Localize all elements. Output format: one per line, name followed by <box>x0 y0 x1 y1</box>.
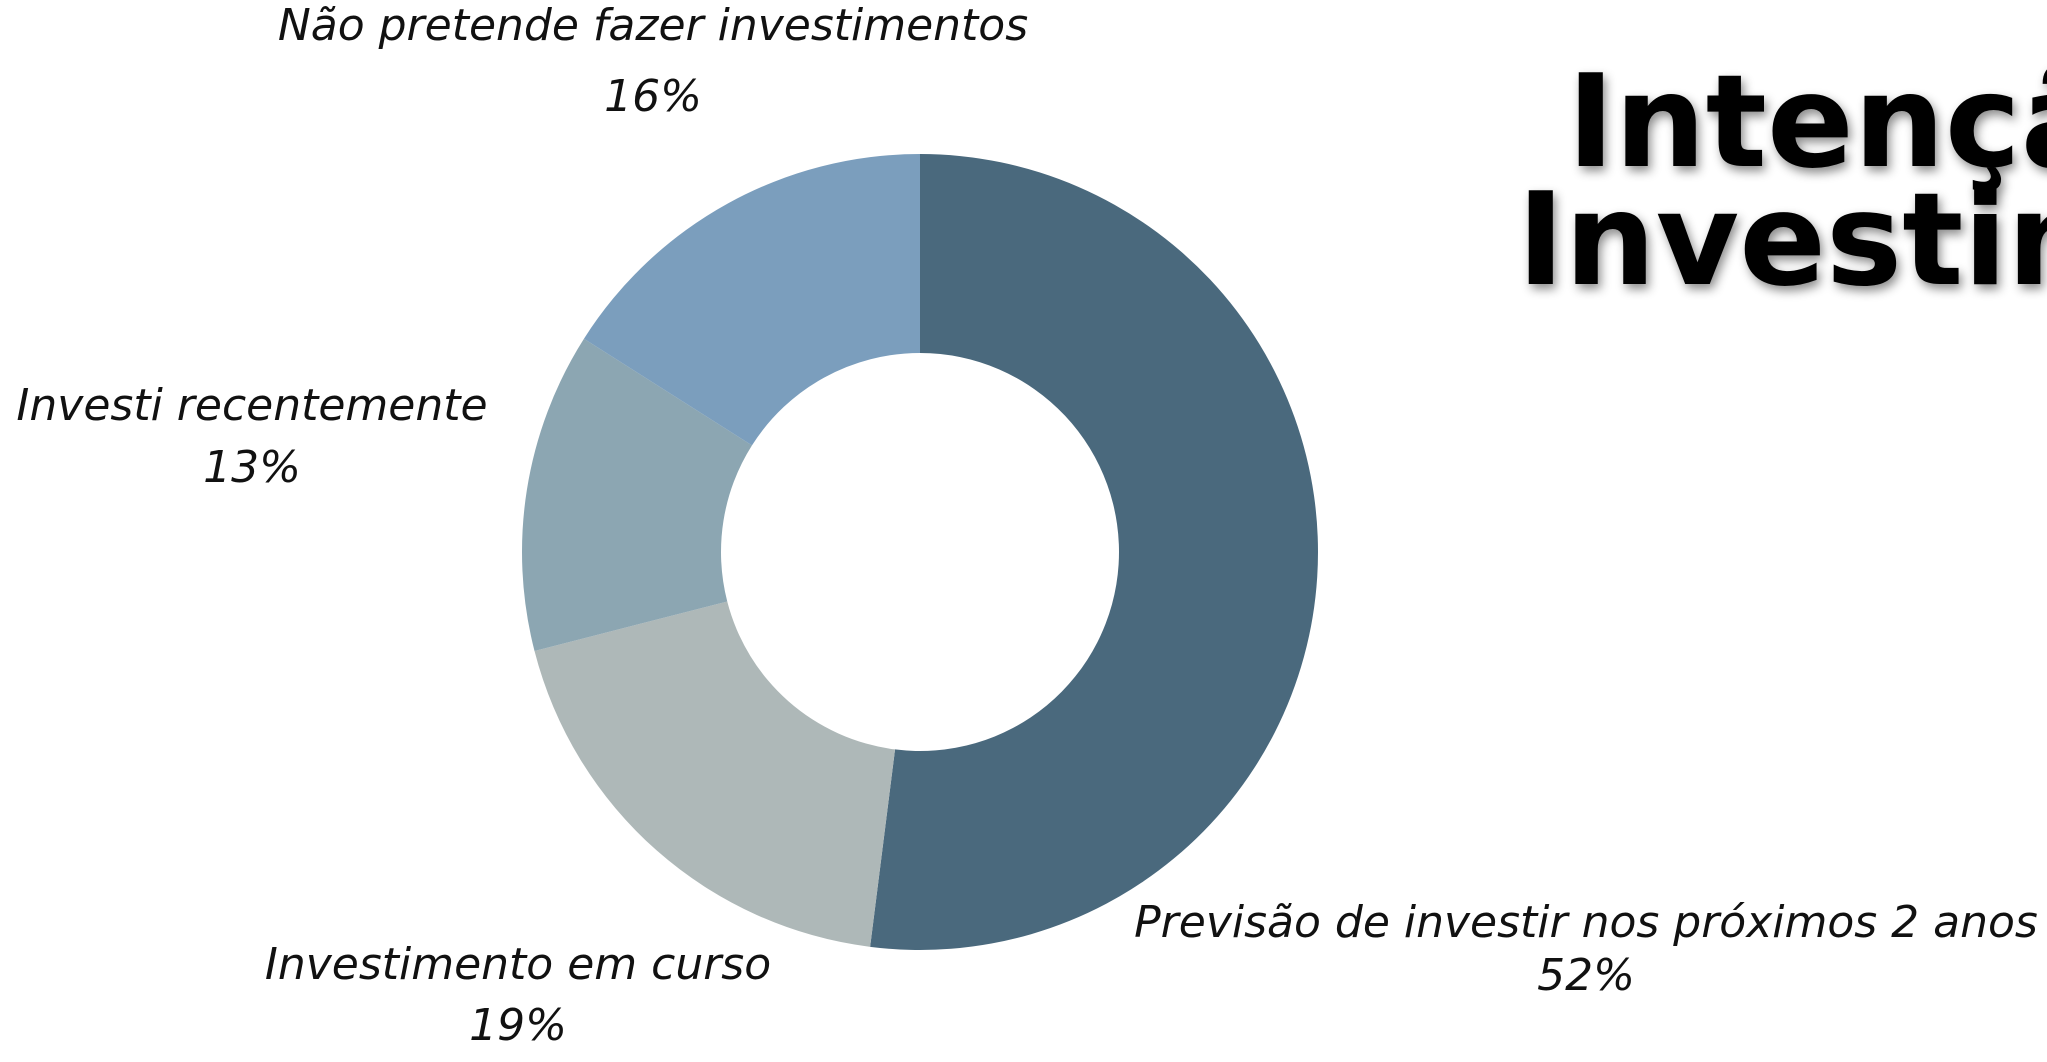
donut-slice <box>522 338 752 651</box>
slice-value-label: 13% <box>203 442 301 493</box>
slice-label: Não pretende fazer investimentos <box>278 0 1028 51</box>
slice-label: Investimento em curso <box>265 939 771 990</box>
donut-slice <box>583 154 920 446</box>
chart-title-line: Intenção de <box>1567 48 2047 197</box>
donut-slice <box>870 154 1318 950</box>
slice-value-label: 19% <box>469 1000 567 1051</box>
slice-value-label: 16% <box>604 71 702 122</box>
slice-label: Previsão de investir nos próximos 2 anos <box>1134 897 2038 948</box>
chart-title-line: Investimento <box>1517 166 2047 315</box>
slice-label: Investi recentemente <box>16 380 487 431</box>
donut-slice <box>534 601 896 947</box>
slice-value-label: 52% <box>1537 950 1635 1001</box>
